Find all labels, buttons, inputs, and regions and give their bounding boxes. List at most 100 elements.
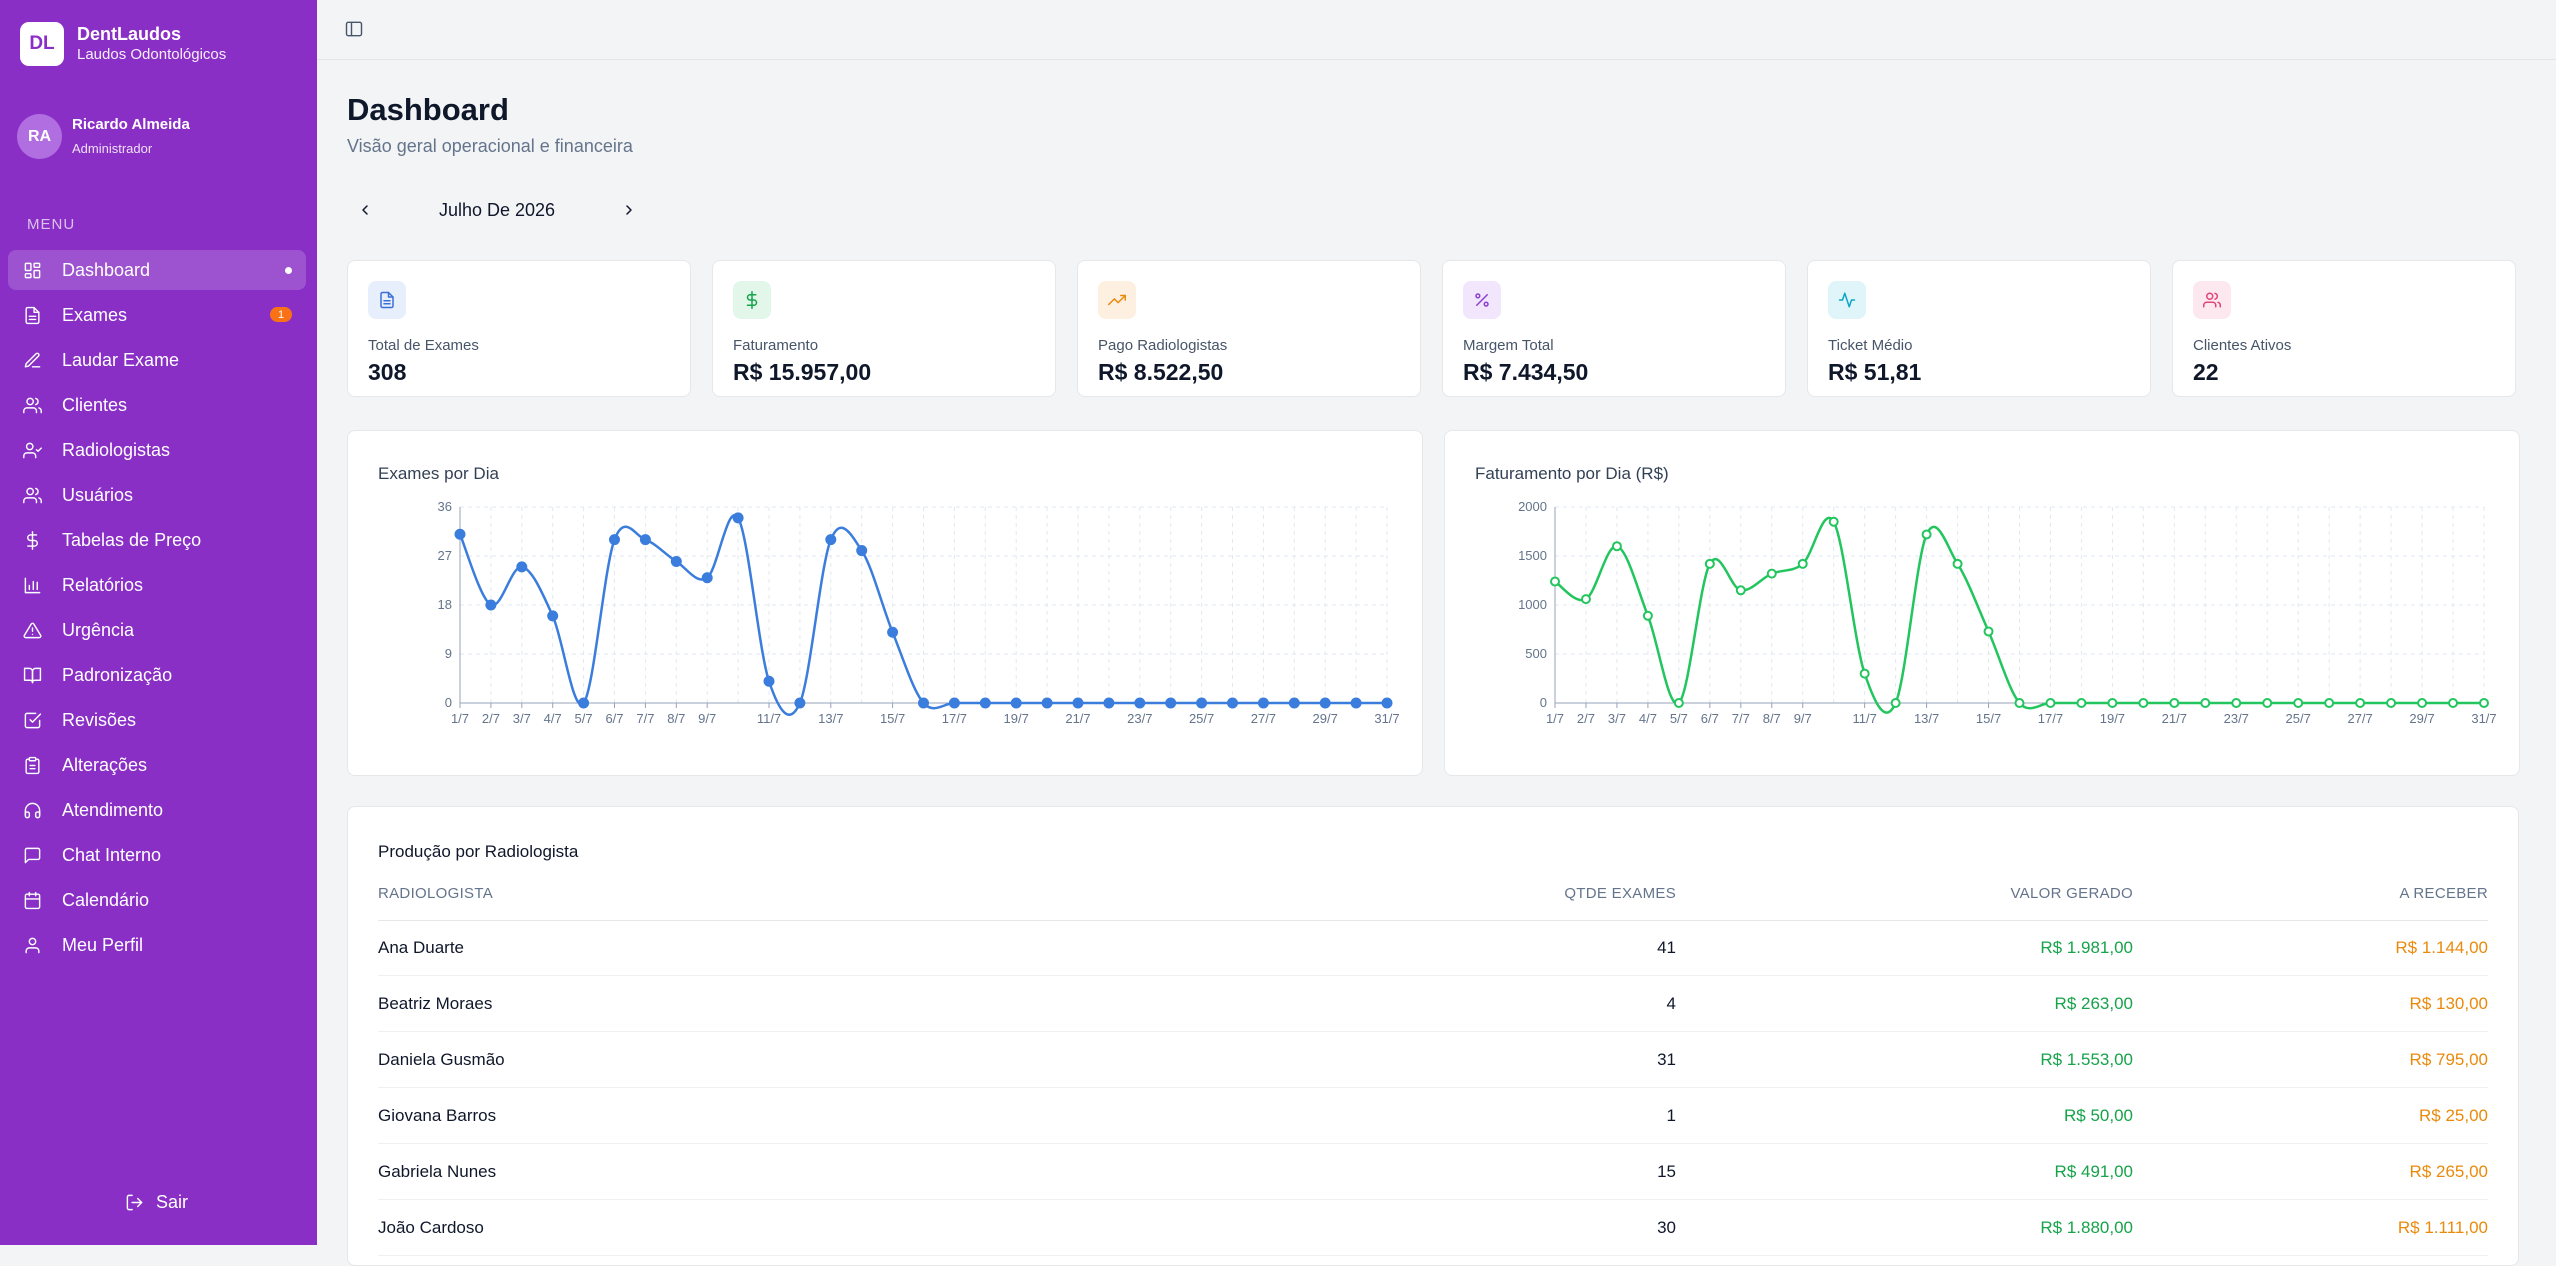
x-tick-label: 2/7 bbox=[1577, 711, 1595, 726]
stat-card: Faturamento R$ 15.957,00 bbox=[712, 260, 1056, 397]
message-icon bbox=[22, 845, 42, 865]
data-point bbox=[2138, 698, 2149, 708]
y-tick-label: 0 bbox=[1540, 695, 1547, 710]
x-tick-label: 17/7 bbox=[942, 711, 967, 726]
data-point bbox=[1550, 576, 1560, 587]
x-tick-label: 13/7 bbox=[1914, 711, 1939, 726]
stat-label: Margem Total bbox=[1463, 337, 1554, 354]
sidebar-toggle-button[interactable] bbox=[344, 19, 366, 41]
file-icon bbox=[368, 281, 406, 319]
data-point bbox=[670, 555, 682, 567]
data-point bbox=[516, 561, 528, 573]
data-point bbox=[1766, 568, 1777, 579]
data-point bbox=[2386, 698, 2397, 708]
table-row[interactable]: João Cardoso 30 R$ 1.880,00 R$ 1.111,00 bbox=[378, 1200, 2488, 1256]
sidebar-item-laudar-exame[interactable]: Laudar Exame bbox=[8, 340, 306, 380]
x-tick-label: 9/7 bbox=[698, 711, 716, 726]
sidebar-item-relatorios[interactable]: Relatórios bbox=[8, 565, 306, 605]
header-qty[interactable]: QTDE EXAMES bbox=[1564, 885, 1676, 902]
value-to-receive: R$ 1.111,00 bbox=[2397, 1217, 2488, 1237]
users-icon bbox=[2193, 281, 2231, 319]
sidebar-item-meu-perfil[interactable]: Meu Perfil bbox=[8, 925, 306, 965]
sidebar-item-atendimento[interactable]: Atendimento bbox=[8, 790, 306, 830]
header-receive[interactable]: A RECEBER bbox=[2399, 885, 2488, 902]
table-row[interactable]: Beatriz Moraes 4 R$ 263,00 R$ 130,00 bbox=[378, 976, 2488, 1032]
sidebar-item-label: Calendário bbox=[62, 889, 150, 910]
data-point bbox=[2045, 698, 2056, 708]
exam-qty: 15 bbox=[1657, 1161, 1676, 1181]
sidebar-item-urgencia[interactable]: Urgência bbox=[8, 610, 306, 650]
dollar-icon bbox=[733, 281, 771, 319]
x-tick-label: 21/7 bbox=[2162, 711, 2187, 726]
radiologist-name: Gabriela Nunes bbox=[378, 1161, 497, 1181]
x-tick-label: 27/7 bbox=[1251, 711, 1276, 726]
sidebar-item-dashboard[interactable]: Dashboard bbox=[8, 250, 306, 290]
data-point bbox=[2355, 698, 2366, 708]
user-profile[interactable]: RA Ricardo Almeida Administrador bbox=[17, 114, 190, 159]
users-icon bbox=[22, 395, 42, 415]
table-row[interactable]: Ana Duarte 41 R$ 1.981,00 R$ 1.144,00 bbox=[378, 920, 2488, 976]
sidebar-item-clientes[interactable]: Clientes bbox=[8, 385, 306, 425]
sidebar-item-alteracoes[interactable]: Alterações bbox=[8, 745, 306, 785]
table-row[interactable]: Giovana Barros 1 R$ 50,00 R$ 25,00 bbox=[378, 1088, 2488, 1144]
sidebar-item-tabelas-de-preco[interactable]: Tabelas de Preço bbox=[8, 520, 306, 560]
x-tick-label: 1/7 bbox=[1546, 711, 1564, 726]
next-month-button[interactable] bbox=[611, 196, 647, 224]
y-tick-label: 9 bbox=[445, 646, 452, 661]
user-role: Administrador bbox=[72, 140, 153, 156]
sidebar-item-exames[interactable]: Exames 1 bbox=[8, 295, 306, 335]
data-point bbox=[1921, 529, 1932, 540]
sidebar-item-padronizacao[interactable]: Padronização bbox=[8, 655, 306, 695]
sidebar-item-radiologistas[interactable]: Radiologistas bbox=[8, 430, 306, 470]
production-table-title: Produção por Radiologista bbox=[378, 842, 579, 861]
sidebar-item-calendario[interactable]: Calendário bbox=[8, 880, 306, 920]
dollar-icon bbox=[22, 530, 42, 550]
sidebar-item-label: Usuários bbox=[62, 484, 134, 505]
stat-value: 308 bbox=[368, 359, 407, 385]
logout-button[interactable]: Sair bbox=[125, 1192, 188, 1213]
x-tick-label: 8/7 bbox=[667, 711, 685, 726]
calendar-icon bbox=[22, 890, 42, 910]
data-point bbox=[1797, 558, 1808, 569]
x-tick-label: 7/7 bbox=[636, 711, 654, 726]
header-radiologist[interactable]: RADIOLOGISTA bbox=[378, 885, 494, 902]
y-tick-label: 27 bbox=[438, 548, 452, 563]
logout-icon bbox=[126, 1194, 143, 1211]
sidebar-item-revisoes[interactable]: Revisões bbox=[8, 700, 306, 740]
data-point bbox=[1890, 698, 1901, 708]
activity-icon bbox=[1828, 281, 1866, 319]
data-point bbox=[1319, 697, 1331, 709]
data-point bbox=[732, 512, 744, 524]
data-point bbox=[639, 534, 651, 546]
stat-label: Clientes Ativos bbox=[2193, 337, 2292, 354]
data-point bbox=[2479, 698, 2489, 708]
value-to-receive: R$ 25,00 bbox=[2419, 1105, 2488, 1125]
header-value[interactable]: VALOR GERADO bbox=[2010, 885, 2133, 902]
table-row[interactable]: Daniela Gusmão 31 R$ 1.553,00 R$ 795,00 bbox=[378, 1032, 2488, 1088]
y-tick-label: 1000 bbox=[1518, 597, 1547, 612]
x-tick-label: 15/7 bbox=[880, 711, 905, 726]
clipboard-icon bbox=[22, 755, 42, 775]
x-tick-label: 25/7 bbox=[1189, 711, 1214, 726]
stat-card: Ticket Médio R$ 51,81 bbox=[1807, 260, 2151, 397]
exam-qty: 4 bbox=[1666, 993, 1676, 1013]
sidebar-toggle-icon bbox=[345, 21, 363, 37]
x-tick-label: 8/7 bbox=[1763, 711, 1781, 726]
sidebar-item-usuarios[interactable]: Usuários bbox=[8, 475, 306, 515]
page-title: Dashboard bbox=[347, 92, 509, 127]
file-text-icon bbox=[22, 305, 42, 325]
x-tick-label: 27/7 bbox=[2347, 711, 2372, 726]
data-point bbox=[887, 626, 899, 638]
data-point bbox=[1580, 594, 1591, 605]
data-point bbox=[2417, 698, 2428, 708]
table-row[interactable]: Gabriela Nunes 15 R$ 491,00 R$ 265,00 bbox=[378, 1144, 2488, 1200]
radiologist-name: João Cardoso bbox=[378, 1217, 484, 1237]
prev-month-button[interactable] bbox=[347, 196, 383, 224]
stat-label: Ticket Médio bbox=[1828, 337, 1913, 354]
data-point bbox=[701, 572, 713, 584]
y-tick-label: 1500 bbox=[1518, 548, 1547, 563]
sidebar-item-chat-interno[interactable]: Chat Interno bbox=[8, 835, 306, 875]
data-point bbox=[1381, 697, 1393, 709]
x-tick-label: 29/7 bbox=[2409, 711, 2434, 726]
data-point bbox=[794, 697, 806, 709]
